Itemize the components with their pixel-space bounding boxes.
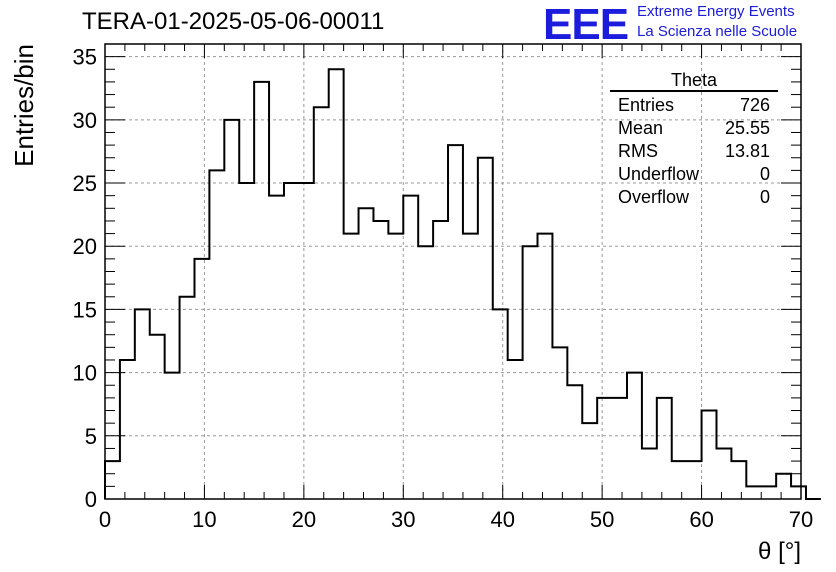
stats-label: Entries xyxy=(618,95,675,115)
stats-box: Theta Entries 726 Mean 25.55 RMS 13.81 U… xyxy=(610,70,778,209)
histogram-bin xyxy=(239,183,254,499)
stats-title: Theta xyxy=(610,70,778,92)
histogram-bin xyxy=(209,170,224,499)
stats-label: RMS xyxy=(618,141,658,161)
histogram-bin xyxy=(194,259,209,499)
x-axis-label: θ [°] xyxy=(758,538,801,565)
histogram-bin xyxy=(448,145,463,499)
histogram-bin xyxy=(478,158,493,499)
y-tick-label: 35 xyxy=(73,45,97,70)
y-tick-label: 20 xyxy=(73,234,97,259)
histogram-bin xyxy=(538,234,553,499)
histogram-bin xyxy=(761,486,776,499)
x-tick-label: 0 xyxy=(99,507,111,532)
histogram-bin xyxy=(314,107,329,499)
x-tick-label: 10 xyxy=(192,507,216,532)
histogram-bin xyxy=(329,69,344,499)
chart-title: TERA-01-2025-05-06-00011 xyxy=(82,8,385,35)
x-tick-label: 20 xyxy=(292,507,316,532)
x-tick-label: 40 xyxy=(490,507,514,532)
histogram-bin xyxy=(135,309,150,499)
histogram-bin xyxy=(672,461,687,499)
histogram-bin xyxy=(373,221,388,499)
logo-line-1: Extreme Energy Events xyxy=(637,3,795,20)
histogram-series-line xyxy=(104,68,821,500)
histogram-bin xyxy=(731,461,746,499)
histogram-bin xyxy=(254,82,269,499)
stats-row-entries: Entries 726 xyxy=(610,94,778,117)
stats-row-mean: Mean 25.55 xyxy=(610,117,778,140)
y-tick-label: 25 xyxy=(73,171,97,196)
histogram-bin xyxy=(150,335,165,499)
histogram-bin xyxy=(776,474,791,499)
histogram-bin xyxy=(552,347,567,499)
histogram-bin xyxy=(433,221,448,499)
x-tick-label: 50 xyxy=(590,507,614,532)
x-tick-label: 70 xyxy=(789,507,813,532)
stats-value: 0 xyxy=(759,164,770,184)
histogram-bin xyxy=(299,183,314,499)
x-tick-label: 60 xyxy=(689,507,713,532)
histogram-bin xyxy=(359,208,374,499)
stats-label: Mean xyxy=(618,118,664,138)
y-tick-label: 30 xyxy=(73,108,97,133)
histogram-bin xyxy=(403,196,418,499)
histogram-bin xyxy=(657,398,672,499)
stats-value: 0 xyxy=(759,187,770,207)
histogram-bin xyxy=(597,398,612,499)
histogram-bin xyxy=(582,423,597,499)
y-tick-label: 0 xyxy=(85,487,97,512)
histogram-bin xyxy=(508,360,523,499)
plot-frame xyxy=(104,43,802,500)
histogram-bin xyxy=(716,448,731,499)
histogram-bin xyxy=(687,461,702,499)
histogram-bin xyxy=(702,411,717,499)
histogram-bin xyxy=(463,234,478,499)
y-tick-label: 10 xyxy=(73,361,97,386)
stats-label: Overflow xyxy=(618,187,690,207)
histogram-bin xyxy=(523,246,538,499)
histogram-bin xyxy=(105,461,120,499)
stats-label: Underflow xyxy=(618,164,700,184)
histogram-bin xyxy=(493,309,508,499)
logo-line-2: La Scienza nelle Scuole xyxy=(637,23,798,40)
stats-value: 13.81 xyxy=(724,141,770,161)
histogram-bin xyxy=(388,234,403,499)
histogram-bin xyxy=(284,183,299,499)
histogram-bin xyxy=(567,385,582,499)
eee-logo: EEE xyxy=(543,0,629,49)
y-axis-label: Entries/bin xyxy=(9,44,39,167)
stats-value: 726 xyxy=(739,95,770,115)
histogram-bin xyxy=(344,234,359,499)
y-tick-label: 15 xyxy=(73,297,97,322)
histogram-bin xyxy=(642,448,657,499)
stats-value: 25.55 xyxy=(724,118,770,138)
stats-row-rms: RMS 13.81 xyxy=(610,140,778,163)
y-tick-label: 5 xyxy=(85,424,97,449)
stats-row-underflow: Underflow 0 xyxy=(610,163,778,186)
histogram-bin xyxy=(269,196,284,499)
histogram-bin xyxy=(120,360,135,499)
histogram-bin xyxy=(180,297,195,499)
stats-row-overflow: Overflow 0 xyxy=(610,186,778,209)
histogram-bin xyxy=(612,398,627,499)
histogram-bin xyxy=(746,486,761,499)
histogram-bin xyxy=(791,486,806,499)
x-tick-label: 30 xyxy=(391,507,415,532)
